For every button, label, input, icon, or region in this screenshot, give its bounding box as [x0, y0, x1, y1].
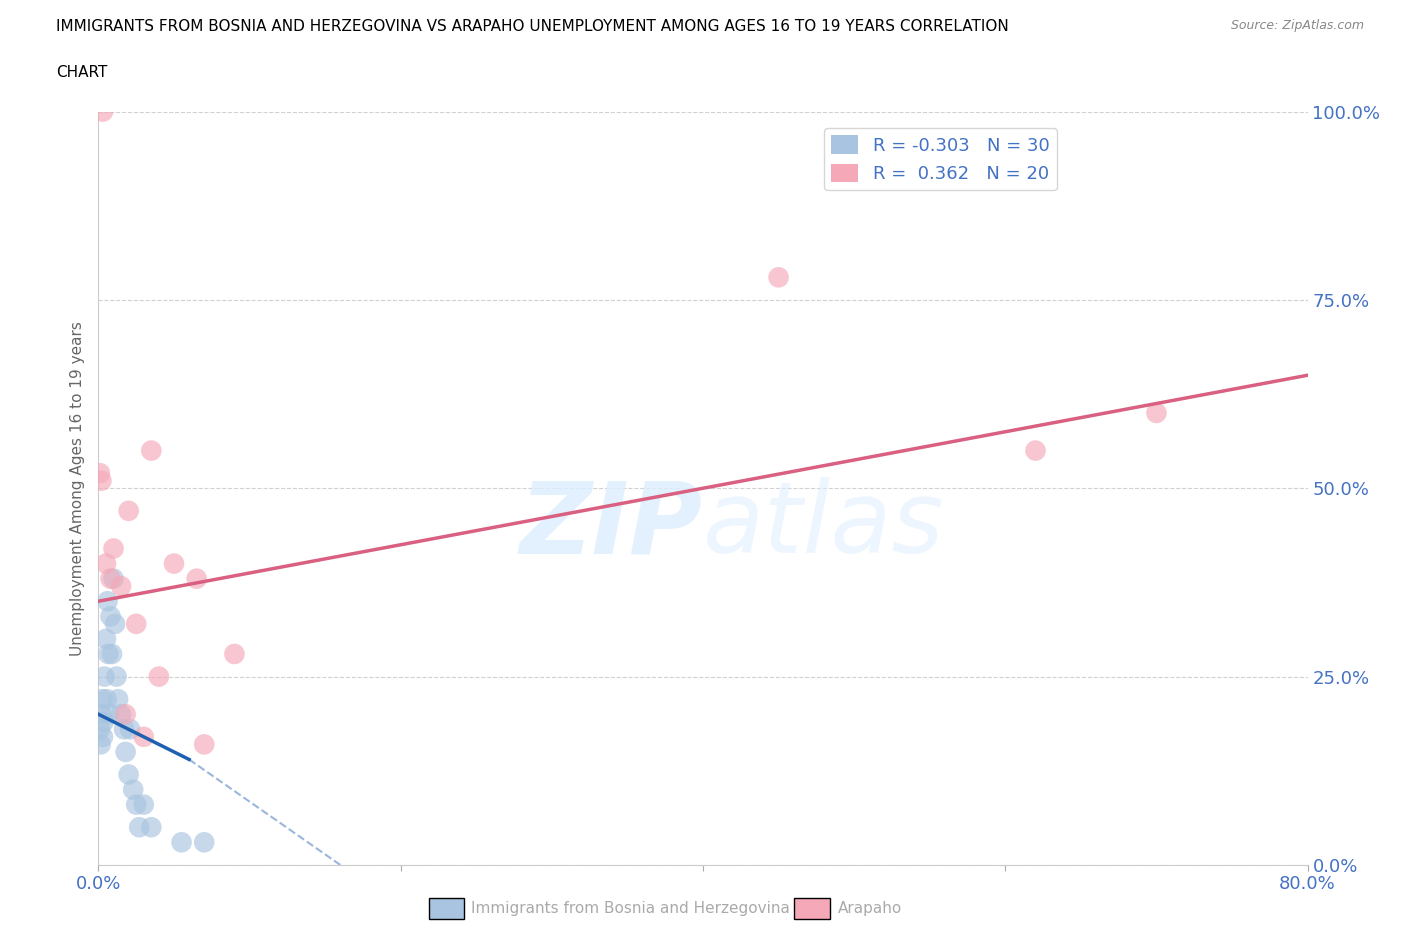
Point	[90, 473, 112, 488]
Point	[122, 782, 145, 797]
Point	[96, 692, 118, 707]
Text: CHART: CHART	[56, 65, 108, 80]
Point	[96, 594, 118, 609]
Point	[110, 707, 132, 722]
Point	[120, 722, 142, 737]
Point	[193, 737, 215, 751]
Point	[1024, 444, 1046, 458]
Point	[110, 578, 132, 593]
Text: Source: ZipAtlas.com: Source: ZipAtlas.com	[1230, 19, 1364, 32]
Point	[114, 744, 136, 759]
Point	[97, 646, 120, 661]
Point	[107, 692, 129, 707]
Point	[163, 556, 186, 571]
Point	[768, 270, 790, 285]
Point	[186, 571, 208, 586]
Point	[89, 722, 111, 737]
Point	[94, 631, 117, 646]
Point	[132, 797, 155, 812]
Point	[91, 104, 114, 119]
Point	[89, 466, 111, 481]
Point	[90, 737, 112, 751]
Text: ZIP: ZIP	[520, 477, 703, 575]
Text: atlas: atlas	[703, 477, 945, 575]
Text: Arapaho: Arapaho	[838, 901, 903, 916]
Point	[118, 503, 141, 518]
Point	[93, 670, 115, 684]
Text: IMMIGRANTS FROM BOSNIA AND HERZEGOVINA VS ARAPAHO UNEMPLOYMENT AMONG AGES 16 TO : IMMIGRANTS FROM BOSNIA AND HERZEGOVINA V…	[56, 19, 1010, 33]
Legend: R = -0.303   N = 30, R =  0.362   N = 20: R = -0.303 N = 30, R = 0.362 N = 20	[824, 128, 1057, 191]
Point	[148, 670, 170, 684]
Point	[141, 820, 163, 835]
Point	[114, 707, 136, 722]
Point	[103, 541, 125, 556]
Point	[224, 646, 246, 661]
Point	[90, 707, 112, 722]
Point	[112, 722, 135, 737]
Point	[128, 820, 150, 835]
Point	[103, 571, 125, 586]
Y-axis label: Unemployment Among Ages 16 to 19 years: Unemployment Among Ages 16 to 19 years	[69, 321, 84, 656]
Point	[141, 444, 163, 458]
Point	[100, 571, 122, 586]
Point	[105, 670, 128, 684]
Point	[104, 617, 127, 631]
Point	[93, 714, 115, 729]
Point	[100, 609, 122, 624]
Point	[132, 729, 155, 744]
Point	[193, 835, 215, 850]
Point	[125, 797, 148, 812]
Point	[118, 767, 141, 782]
Point	[94, 556, 117, 571]
Point	[91, 692, 114, 707]
Point	[101, 646, 124, 661]
Point	[125, 617, 148, 631]
Point	[1146, 405, 1168, 420]
Point	[91, 729, 114, 744]
Point	[170, 835, 193, 850]
Point	[98, 707, 121, 722]
Text: Immigrants from Bosnia and Herzegovina: Immigrants from Bosnia and Herzegovina	[471, 901, 790, 916]
